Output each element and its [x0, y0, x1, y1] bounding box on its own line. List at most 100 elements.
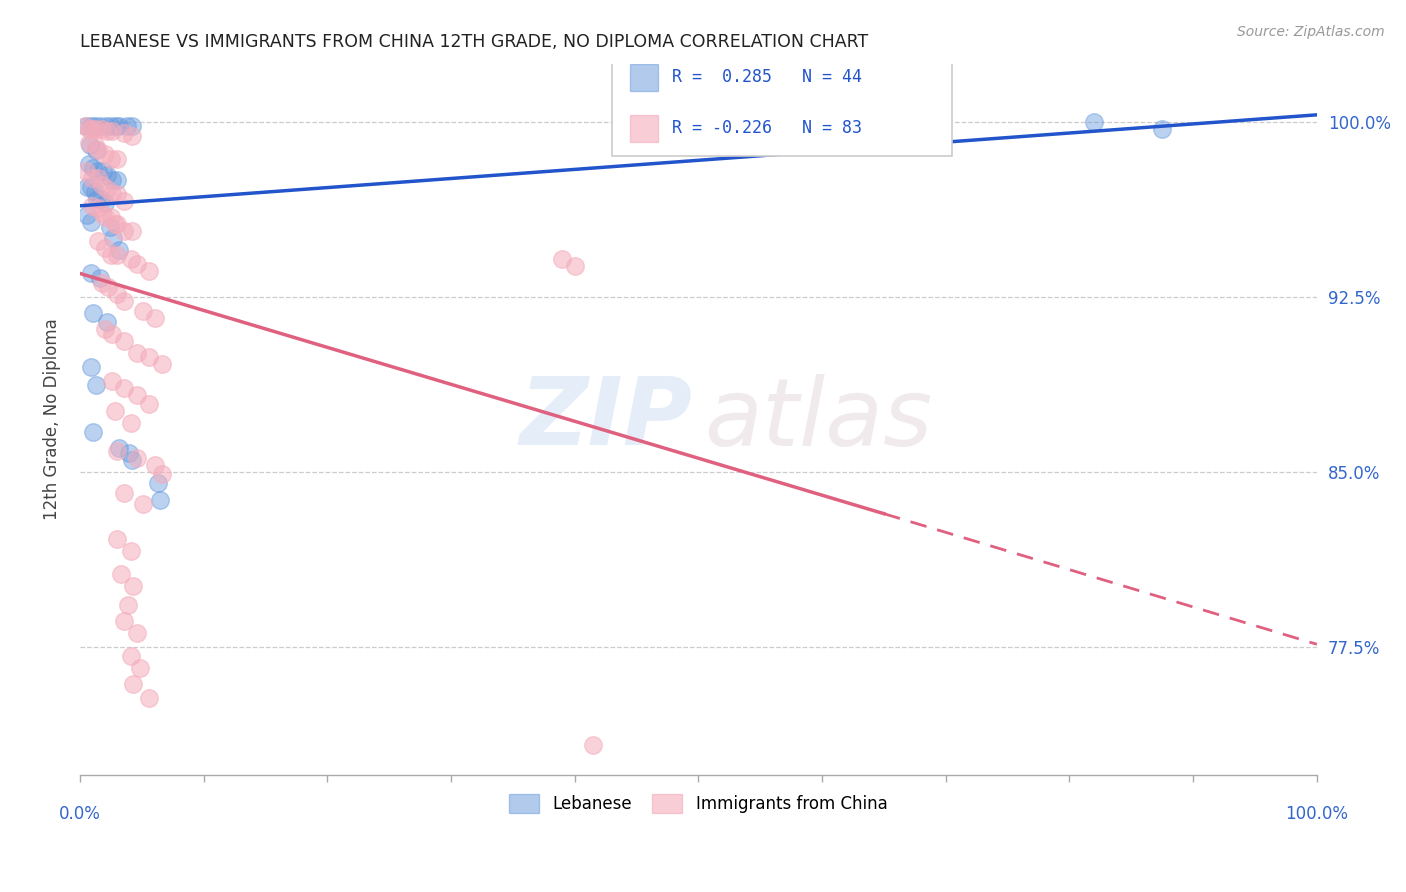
- Point: [82, 199, 104, 213]
- Point: [143, 310, 166, 325]
- Point: [93, 241, 115, 255]
- Point: [125, 257, 148, 271]
- Point: [100, 211, 122, 225]
- Legend: Lebanese, Immigrants from China: Lebanese, Immigrants from China: [503, 788, 894, 820]
- Point: [101, 374, 124, 388]
- Point: [77, 157, 100, 171]
- Point: [121, 453, 143, 467]
- Point: [122, 677, 145, 691]
- Point: [112, 614, 135, 628]
- Point: [103, 218, 125, 232]
- Text: Source: ZipAtlas.com: Source: ZipAtlas.com: [1237, 25, 1385, 39]
- Point: [112, 194, 135, 208]
- Point: [149, 492, 172, 507]
- Point: [82, 121, 104, 136]
- Point: [93, 147, 115, 161]
- Point: [105, 187, 128, 202]
- Text: R =  0.285   N = 44: R = 0.285 N = 44: [672, 68, 862, 86]
- Point: [82, 425, 104, 439]
- Point: [138, 690, 160, 705]
- Point: [110, 567, 132, 582]
- Point: [86, 192, 108, 206]
- Point: [83, 120, 105, 134]
- Point: [76, 180, 98, 194]
- Point: [1152, 121, 1174, 136]
- Point: [108, 243, 131, 257]
- Point: [105, 533, 128, 547]
- Point: [87, 163, 110, 178]
- Point: [104, 120, 127, 134]
- Point: [96, 169, 118, 183]
- Point: [551, 252, 574, 267]
- Point: [93, 322, 115, 336]
- Point: [83, 185, 105, 199]
- Point: [82, 161, 104, 176]
- Point: [117, 598, 139, 612]
- Point: [93, 196, 115, 211]
- Point: [112, 334, 135, 348]
- Point: [100, 120, 122, 134]
- Point: [82, 170, 104, 185]
- Point: [103, 404, 125, 418]
- Point: [93, 211, 115, 225]
- Point: [101, 187, 124, 202]
- Point: [83, 138, 105, 153]
- Point: [105, 152, 128, 166]
- Point: [120, 416, 142, 430]
- Text: 100.0%: 100.0%: [1285, 805, 1348, 823]
- Point: [120, 648, 142, 663]
- Point: [112, 294, 135, 309]
- Point: [80, 359, 103, 374]
- Point: [84, 143, 107, 157]
- Point: [143, 458, 166, 472]
- Text: LEBANESE VS IMMIGRANTS FROM CHINA 12TH GRADE, NO DIPLOMA CORRELATION CHART: LEBANESE VS IMMIGRANTS FROM CHINA 12TH G…: [80, 33, 868, 51]
- Y-axis label: 12th Grade, No Diploma: 12th Grade, No Diploma: [44, 318, 60, 520]
- Point: [84, 378, 107, 392]
- Point: [75, 120, 97, 134]
- Point: [96, 182, 118, 196]
- Point: [125, 450, 148, 465]
- Bar: [630, 63, 658, 91]
- Text: 0.0%: 0.0%: [59, 805, 101, 823]
- Point: [97, 280, 120, 294]
- Point: [84, 121, 107, 136]
- Point: [101, 327, 124, 342]
- Point: [105, 248, 128, 262]
- Point: [108, 120, 131, 134]
- Point: [91, 206, 114, 220]
- Point: [132, 303, 155, 318]
- Point: [138, 264, 160, 278]
- Point: [105, 173, 128, 187]
- Point: [76, 208, 98, 222]
- Point: [73, 120, 96, 134]
- Point: [93, 163, 115, 178]
- Point: [138, 397, 160, 411]
- Point: [108, 442, 131, 456]
- Point: [87, 170, 110, 185]
- Point: [115, 120, 138, 134]
- Point: [101, 173, 124, 187]
- Point: [89, 271, 111, 285]
- Point: [150, 358, 173, 372]
- Point: [105, 443, 128, 458]
- Point: [79, 138, 101, 153]
- Point: [80, 180, 103, 194]
- Point: [80, 267, 103, 281]
- Point: [101, 124, 124, 138]
- Point: [91, 178, 114, 192]
- Point: [125, 388, 148, 402]
- Point: [129, 660, 152, 674]
- Point: [100, 248, 122, 262]
- Point: [87, 143, 110, 157]
- Point: [138, 351, 160, 365]
- FancyBboxPatch shape: [612, 60, 952, 156]
- Text: atlas: atlas: [704, 374, 932, 465]
- Bar: [630, 115, 658, 142]
- Point: [132, 497, 155, 511]
- Point: [94, 120, 117, 134]
- Point: [112, 485, 135, 500]
- Text: ZIP: ZIP: [519, 373, 692, 466]
- Point: [112, 127, 135, 141]
- Point: [82, 306, 104, 320]
- Point: [77, 121, 100, 136]
